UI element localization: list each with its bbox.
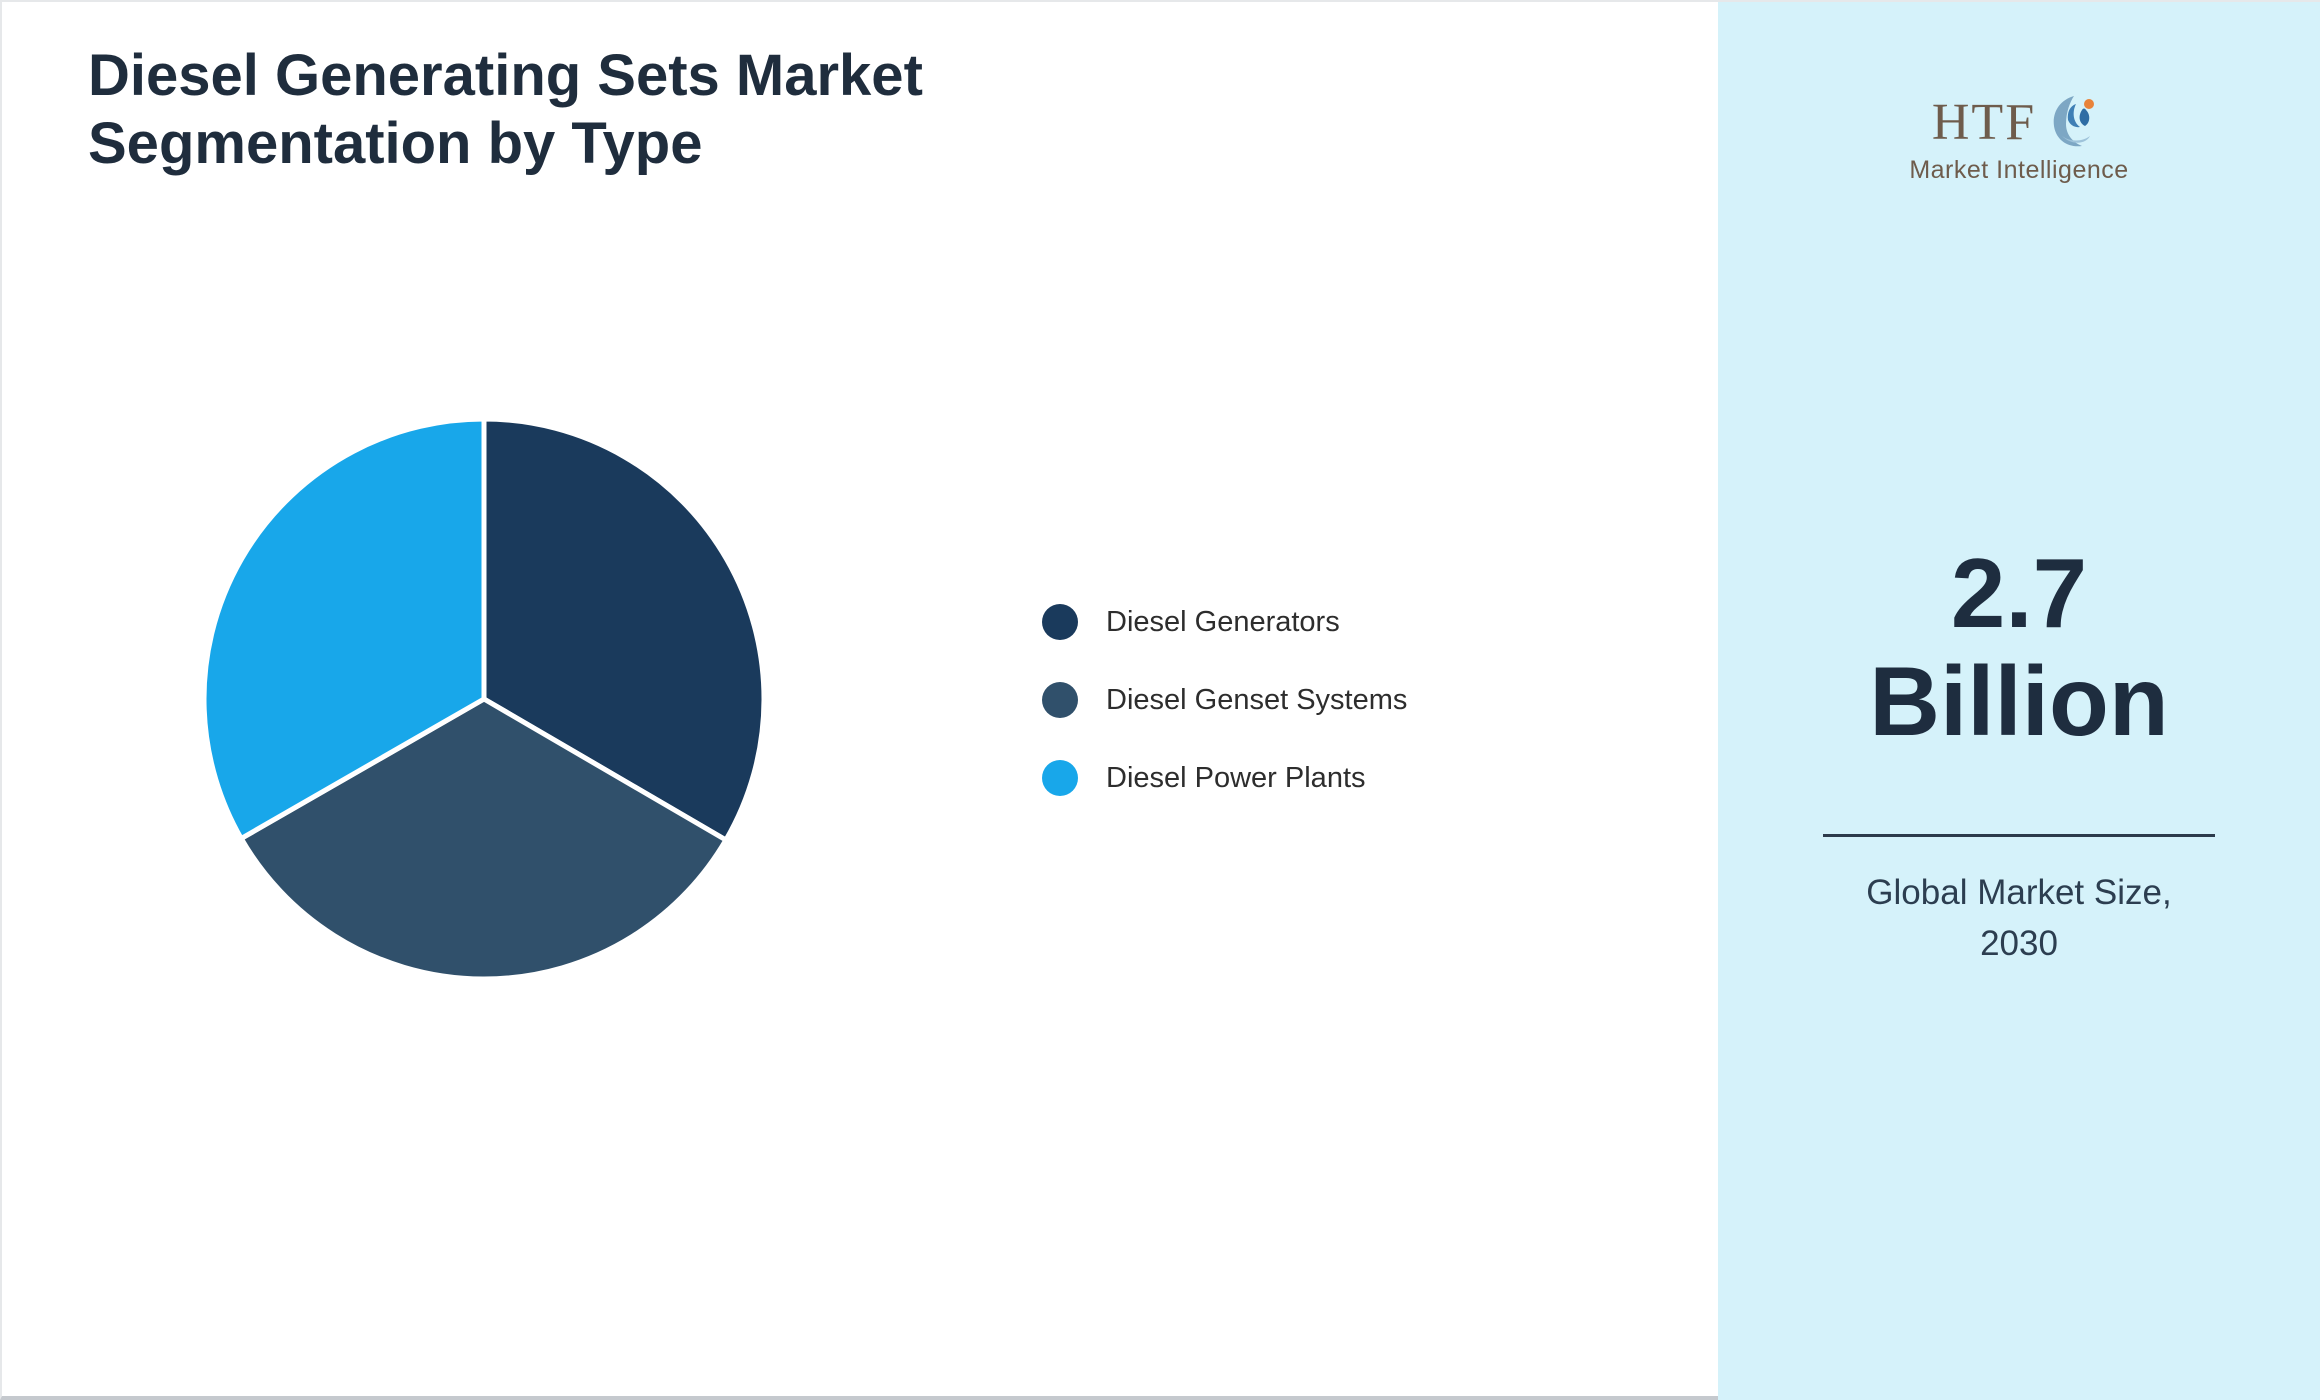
htf-logo: HTF Market Intelligence bbox=[1718, 90, 2320, 185]
pie-chart-svg bbox=[201, 416, 767, 982]
market-size-value: 2.7 bbox=[1950, 538, 2088, 648]
pie-slice-0 bbox=[481, 416, 767, 843]
market-size: 2.7 Billion bbox=[1718, 538, 2320, 756]
legend-label: Diesel Generators bbox=[1106, 605, 1340, 638]
page-title: Diesel Generating Sets Market Segmentati… bbox=[88, 42, 923, 179]
dolphin-swoosh-icon bbox=[2053, 96, 2095, 147]
page-title-line2: Segmentation by Type bbox=[88, 111, 703, 177]
market-size-caption: Global Market Size, 2030 bbox=[1718, 868, 2320, 970]
page-title-line1: Diesel Generating Sets Market bbox=[88, 43, 923, 108]
legend-item: Diesel Generators bbox=[1042, 604, 1407, 640]
legend-dot-icon bbox=[1042, 682, 1078, 718]
logo-text: HTF bbox=[1931, 93, 2037, 151]
pie-slice-2 bbox=[201, 416, 487, 841]
legend-label: Diesel Genset Systems bbox=[1106, 683, 1408, 716]
pie-chart bbox=[199, 414, 769, 984]
legend-item: Diesel Genset Systems bbox=[1042, 682, 1407, 718]
legend-dot-icon bbox=[1042, 760, 1078, 796]
market-size-unit: Billion bbox=[1869, 645, 2169, 756]
sidebar: HTF Market Intelligence 2.7 Billion Glob… bbox=[1718, 2, 2320, 1400]
chart-legend: Diesel Generators Diesel Genset Systems … bbox=[1042, 604, 1407, 796]
legend-label: Diesel Power Plants bbox=[1106, 761, 1366, 794]
caption-line2: 2030 bbox=[1980, 923, 2058, 963]
logo-subtext: Market Intelligence bbox=[1909, 156, 2129, 184]
caption-line1: Global Market Size, bbox=[1866, 873, 2172, 912]
divider bbox=[1823, 834, 2215, 837]
legend-item: Diesel Power Plants bbox=[1042, 760, 1407, 796]
legend-dot-icon bbox=[1042, 604, 1078, 640]
